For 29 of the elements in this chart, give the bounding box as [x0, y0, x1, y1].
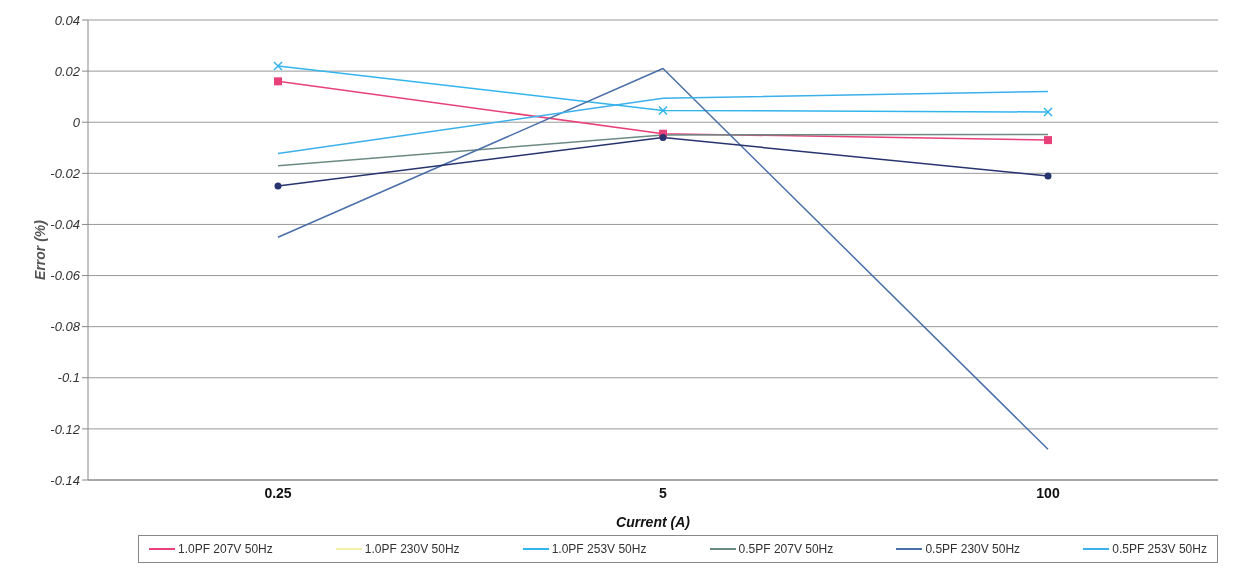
- point: [1043, 107, 1053, 117]
- legend-label: 0.5PF 230V 50Hz: [925, 542, 1021, 556]
- x-tick-label: 5: [659, 484, 668, 501]
- y-tick-label: -0.06: [50, 268, 81, 284]
- x-axis-title: Current (A): [616, 514, 691, 530]
- y-tick-label: -0.04: [50, 217, 80, 233]
- y-tick-label: -0.14: [50, 472, 80, 488]
- y-tick-label: -0.1: [57, 370, 80, 386]
- legend-label: 1.0PF 253V 50Hz: [551, 542, 647, 556]
- point: [1044, 136, 1052, 145]
- point: [274, 182, 282, 190]
- legend-label: 1.0PF 207V 50Hz: [178, 542, 273, 556]
- y-tick-label: 0: [72, 114, 81, 130]
- x-tick-label: 0.25: [264, 484, 292, 501]
- point: [659, 134, 667, 142]
- y-tick-label: -0.12: [50, 421, 81, 437]
- y-tick-label: 0.02: [54, 63, 81, 79]
- legend-label: 1.0PF 230V 50Hz: [364, 542, 460, 556]
- y-tick-label: -0.08: [50, 319, 81, 335]
- y-tick-label: 0.04: [54, 12, 80, 28]
- point: [1044, 172, 1052, 180]
- legend-label: 0.5PF 253V 50Hz: [1112, 542, 1207, 556]
- y-axis-title: Error (%): [31, 219, 48, 280]
- legend-label: 0.5PF 207V 50Hz: [738, 542, 834, 556]
- y-tick-label: -0.02: [50, 165, 81, 181]
- point: [274, 77, 282, 86]
- point: [658, 105, 668, 116]
- x-tick-label: 100: [1036, 484, 1060, 501]
- point: [273, 61, 283, 71]
